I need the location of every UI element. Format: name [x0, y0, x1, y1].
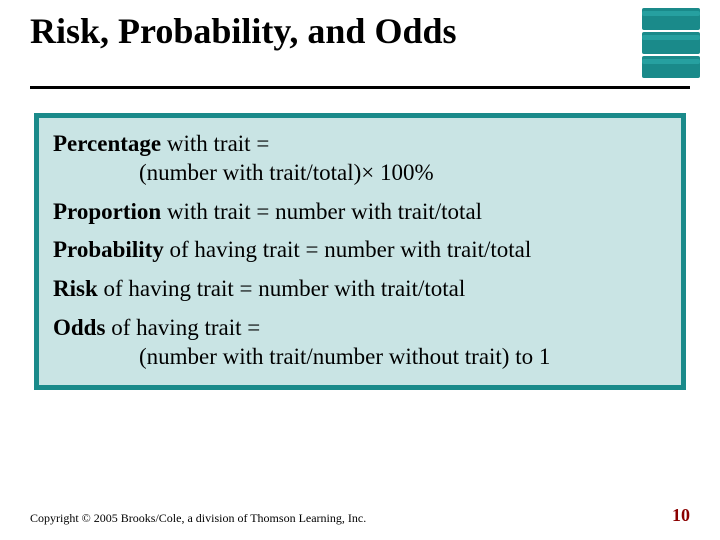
- copyright-text: Copyright © 2005 Brooks/Cole, a division…: [30, 511, 366, 526]
- definition-proportion: Proportion with trait = number with trai…: [53, 198, 667, 227]
- definition-text: of having trait =: [105, 315, 260, 340]
- ribbon-icon: [642, 8, 700, 30]
- definition-risk: Risk of having trait = number with trait…: [53, 275, 667, 304]
- definition-text: of having trait = number with trait/tota…: [164, 237, 531, 262]
- slide-title: Risk, Probability, and Odds: [30, 12, 642, 52]
- slide: Risk, Probability, and Odds Percentage w…: [0, 0, 720, 540]
- ribbon-icon: [642, 56, 700, 78]
- term: Odds: [53, 315, 105, 340]
- definitions-box: Percentage with trait = (number with tra…: [34, 113, 686, 390]
- page-number: 10: [672, 505, 690, 526]
- title-row: Risk, Probability, and Odds: [30, 12, 690, 80]
- slide-footer: Copyright © 2005 Brooks/Cole, a division…: [30, 505, 690, 526]
- term: Risk: [53, 276, 98, 301]
- term: Percentage: [53, 131, 161, 156]
- definition-percentage: Percentage with trait = (number with tra…: [53, 130, 667, 188]
- definition-text: with trait = number with trait/total: [161, 199, 482, 224]
- ribbon-icon: [642, 32, 700, 54]
- definition-text-line2: (number with trait/number without trait)…: [53, 343, 667, 372]
- definition-odds: Odds of having trait = (number with trai…: [53, 314, 667, 372]
- decorative-ribbons: [642, 8, 700, 80]
- term: Probability: [53, 237, 164, 262]
- definition-text: of having trait = number with trait/tota…: [98, 276, 465, 301]
- definition-text: with trait =: [161, 131, 269, 156]
- definition-probability: Probability of having trait = number wit…: [53, 236, 667, 265]
- term: Proportion: [53, 199, 161, 224]
- title-underline: [30, 86, 690, 89]
- definition-text-line2: (number with trait/total)× 100%: [53, 159, 667, 188]
